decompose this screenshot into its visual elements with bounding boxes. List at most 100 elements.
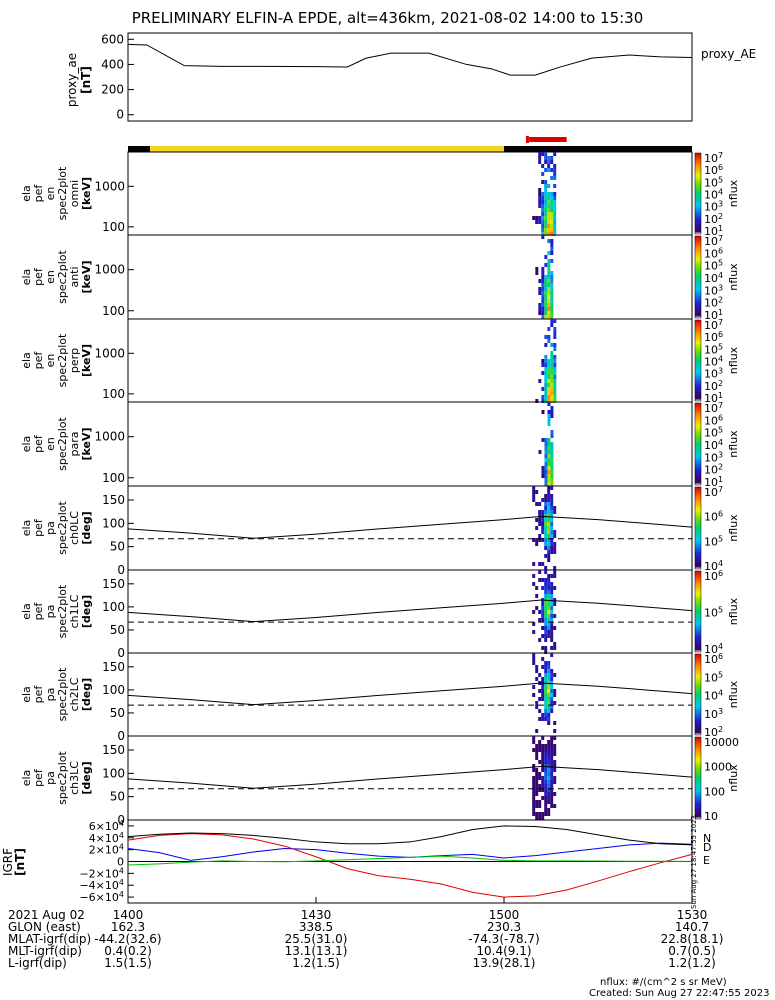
spectrogram-cell [541, 196, 545, 200]
spectrogram-cell [538, 538, 542, 542]
spectrogram-cell [553, 391, 557, 395]
spectrogram-cell [541, 526, 545, 530]
spectrogram-cell [544, 395, 548, 399]
spectrogram-cell [544, 315, 548, 319]
spectrogram-cell [535, 812, 539, 816]
spectrogram-cell [541, 518, 545, 522]
spectrogram-cell [547, 590, 551, 594]
spectrogram-cell [553, 642, 557, 646]
spectrogram-cell [544, 367, 548, 371]
time-axis-tick-label: 1530 [677, 908, 708, 922]
panel-ylabel-line: [keV] [80, 344, 93, 377]
spectrogram-cell [550, 232, 554, 236]
igrf-legend-n: N [703, 832, 711, 845]
spectrogram-cell [550, 470, 554, 474]
spectrogram-cell [535, 271, 539, 275]
panel-ylabel-line: en [44, 187, 57, 201]
colorbar-tick-label: 103 [704, 707, 723, 721]
panel-ylabel-line: [keV] [80, 427, 93, 460]
spectrogram-cell [538, 152, 542, 156]
spectrogram-cell [538, 522, 542, 526]
spectrogram-cell [532, 610, 536, 614]
panel-ylabel-line: ela [20, 436, 33, 453]
spectrogram-cell [541, 208, 545, 212]
panel-ytick-label: 50 [110, 623, 125, 637]
colorbar-tick-label: 102 [704, 212, 723, 226]
spectrogram-cell [532, 653, 536, 657]
spectrogram-cell [553, 804, 557, 808]
spectrogram-cell [547, 418, 551, 422]
spectrogram-cell [547, 156, 551, 160]
panel-ylabel-line: pef [32, 434, 45, 453]
spectrogram-cell [553, 200, 557, 204]
panel-ylabel-line: perp [68, 348, 81, 373]
spectrogram-cell [547, 224, 551, 228]
colorbar-tick-label: 106 [704, 330, 723, 344]
spectrogram-cell [547, 379, 551, 383]
proxy-ae-ytick-label: 400 [101, 57, 124, 71]
spectrogram-cell [553, 379, 557, 383]
spectrogram-cell [550, 697, 554, 701]
spectrogram-cell [553, 216, 557, 220]
colorbar-tick-label: 107 [704, 485, 723, 499]
igrf-ylabel: IGRF [1, 848, 15, 876]
panel-ytick-label: 100 [102, 471, 125, 485]
spectrogram-cell [544, 717, 548, 721]
spectrogram-cell [544, 594, 548, 598]
spectrogram-cell [550, 355, 554, 359]
panel-ylabel-line: ch0LC [68, 511, 81, 545]
spectrogram-cell [541, 752, 545, 756]
spectrogram-cell [544, 772, 548, 776]
spectrogram-cell [553, 168, 557, 172]
spectrogram-cell [547, 212, 551, 216]
spectrogram-cell [553, 371, 557, 375]
colorbar-tick-label: 104 [704, 271, 723, 285]
spectrogram-cell [553, 792, 557, 796]
spectrogram-cell [550, 224, 554, 228]
spectrogram-cell [550, 618, 554, 622]
spectrogram-cell [547, 160, 551, 164]
spectrogram-cell [544, 634, 548, 638]
spectrogram-cell [547, 216, 551, 220]
panel-ylabel-line: pa [44, 771, 57, 785]
spectrogram-cell [535, 669, 539, 673]
spectrogram-cell [547, 395, 551, 399]
spectrogram-cell [541, 780, 545, 784]
spectrogram-cell [550, 506, 554, 510]
spectrogram-cell [550, 243, 554, 247]
spectrogram-cell [550, 669, 554, 673]
spectrogram-cell [553, 570, 557, 574]
spectrogram-cell [541, 693, 545, 697]
colorbar-tick-label: 103 [704, 200, 723, 214]
spectrogram-cell [553, 626, 557, 630]
spectrogram-cell [541, 626, 545, 630]
spectrogram-cell [547, 522, 551, 526]
spectrogram-cell [544, 287, 548, 291]
panel-ytick-label: 50 [110, 706, 125, 720]
spectrogram-cell [541, 399, 545, 403]
spectrogram-cell [541, 438, 545, 442]
spectrogram-cell [532, 630, 536, 634]
spectrogram-cell [544, 752, 548, 756]
spectrogram-cell [550, 681, 554, 685]
spectrogram-cell [544, 283, 548, 287]
colorbar-tick-label: 104 [704, 559, 723, 573]
spectrogram-cell [535, 816, 539, 820]
spectrogram-cell [544, 192, 548, 196]
spectrogram-cell [541, 212, 545, 216]
spectrogram-cell [544, 224, 548, 228]
spectrogram-cell [547, 768, 551, 772]
spectrogram-cell [547, 391, 551, 395]
spectrogram-cell [550, 359, 554, 363]
spectrogram-cell [550, 598, 554, 602]
spectrogram-cell [535, 792, 539, 796]
spectrogram-cell [538, 697, 542, 701]
spectrogram-cell [544, 359, 548, 363]
spectrogram-cell [547, 327, 551, 331]
spectrogram-cell [550, 709, 554, 713]
spectrogram-cell [550, 494, 554, 498]
proxy-ae-ylabel: proxy_ae [65, 53, 79, 107]
spectrogram-cell [544, 812, 548, 816]
spectrogram-cell [553, 375, 557, 379]
spectrogram-cell [547, 291, 551, 295]
